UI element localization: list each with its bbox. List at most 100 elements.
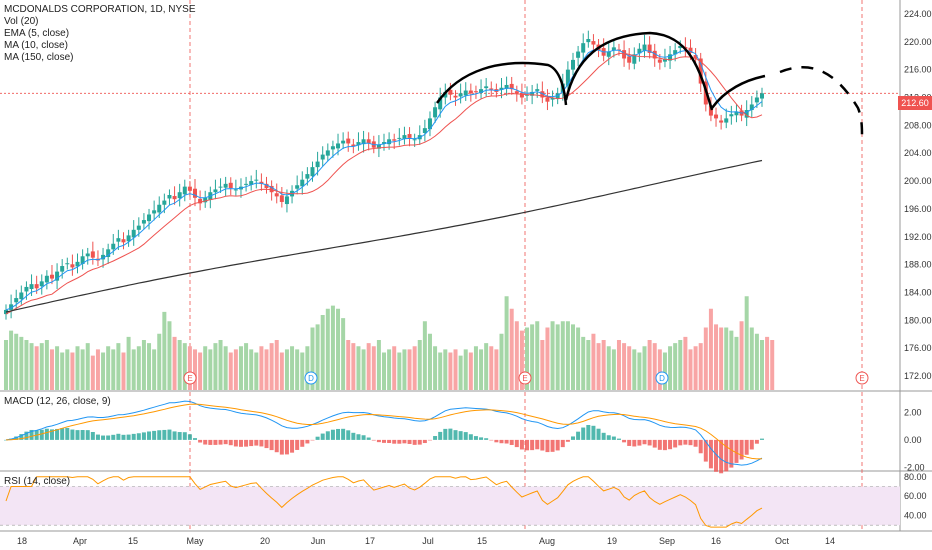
macd-histogram-bar — [591, 425, 596, 440]
macd-histogram-bar — [509, 439, 514, 445]
volume-bar — [637, 352, 642, 390]
macd-histogram-bar — [80, 430, 85, 440]
macd-histogram-bar — [244, 439, 249, 447]
macd-histogram-bar — [19, 434, 24, 440]
candle-body — [218, 186, 223, 188]
volume-bar — [734, 336, 739, 390]
candle-body — [652, 50, 657, 59]
macd-histogram-bar — [494, 439, 499, 443]
macd-histogram-bar — [131, 433, 136, 440]
macd-histogram-bar — [325, 431, 330, 440]
candle-body — [356, 142, 361, 146]
volume-bar — [489, 346, 494, 390]
volume-bar — [765, 336, 770, 390]
macd-histogram-bar — [657, 439, 662, 450]
volume-bar — [295, 349, 300, 390]
candle-body — [213, 189, 218, 193]
volume-bar — [346, 340, 351, 390]
x-tick-label: Oct — [775, 536, 790, 546]
macd-histogram-bar — [172, 431, 177, 440]
volume-bar — [75, 346, 80, 390]
candle-body — [172, 196, 177, 200]
macd-histogram-bar — [540, 439, 545, 451]
candle-body — [422, 128, 427, 134]
candle-body — [760, 93, 764, 99]
volume-bar — [213, 343, 218, 390]
candle-body — [157, 204, 162, 213]
macd-histogram-bar — [126, 434, 131, 440]
volume-bar — [9, 330, 14, 390]
volume-bar — [49, 349, 54, 390]
volume-bar — [65, 349, 70, 390]
volume-bar — [448, 352, 453, 390]
volume-bar — [4, 340, 8, 390]
macd-histogram-bar — [162, 429, 167, 440]
candle-body — [673, 50, 678, 55]
macd-histogram-bar — [427, 439, 432, 441]
candle-body — [407, 134, 412, 138]
macd-histogram-bar — [177, 432, 182, 440]
macd-histogram-bar — [530, 439, 535, 451]
price-tick-label: 184.00 — [904, 288, 932, 298]
candle-body — [249, 181, 254, 185]
volume-bar — [111, 349, 116, 390]
macd-histogram-bar — [233, 439, 238, 447]
candle-body — [259, 181, 264, 184]
macd-histogram-bar — [611, 436, 616, 440]
macd-histogram-bar — [187, 434, 192, 440]
candle-body — [376, 144, 381, 149]
macd-histogram-bar — [412, 439, 417, 445]
price-tick-label: 188.00 — [904, 260, 932, 270]
price-tick-label: 192.00 — [904, 232, 932, 242]
price-tick-label: 204.00 — [904, 148, 932, 158]
candle-body — [571, 59, 575, 70]
rsi-tick-label: 80.00 — [904, 472, 927, 482]
macd-histogram-bar — [576, 431, 581, 440]
volume-bar — [39, 343, 44, 390]
price-tick-label: 180.00 — [904, 315, 932, 325]
volume-bar — [182, 343, 187, 390]
x-tick-label: 16 — [711, 536, 721, 546]
volume-bar — [754, 333, 759, 390]
volume-bar — [657, 349, 662, 390]
volume-bar — [719, 327, 724, 390]
candle-body — [147, 214, 152, 222]
volume-bar — [356, 346, 361, 390]
candle-body — [627, 56, 632, 63]
macd-histogram-bar — [555, 439, 560, 451]
candle-body — [504, 84, 509, 89]
volume-bar — [749, 327, 754, 390]
candle-body — [228, 182, 233, 189]
candle-body — [70, 264, 75, 268]
volume-bar — [770, 340, 775, 390]
macd-histogram-bar — [422, 439, 427, 444]
macd-histogram-bar — [473, 436, 478, 440]
volume-bar — [473, 346, 478, 390]
candle-body — [279, 195, 284, 202]
volume-bar — [458, 355, 463, 390]
macd-histogram-bar — [601, 432, 606, 440]
legend-ema: EMA (5, close) — [4, 28, 70, 39]
x-tick-label: 14 — [825, 536, 835, 546]
macd-histogram-bar — [136, 433, 141, 440]
volume-bar — [652, 343, 657, 390]
candle-body — [622, 50, 627, 59]
event-marker-circle — [304, 371, 318, 385]
candle-body — [177, 192, 182, 199]
candle-body — [698, 58, 703, 84]
macd-histogram-bar — [351, 432, 356, 440]
volume-bar — [729, 330, 734, 390]
volume-bar — [688, 349, 693, 390]
volume-bar — [662, 352, 667, 390]
volume-bar — [632, 349, 637, 390]
rsi-tick-label: 40.00 — [904, 511, 927, 521]
macd-histogram-bar — [545, 439, 550, 453]
volume-bar — [172, 336, 177, 390]
x-tick-label: 15 — [477, 536, 487, 546]
volume-bar — [269, 343, 274, 390]
volume-bar — [417, 340, 422, 390]
macd-histogram-bar — [274, 439, 279, 453]
macd-histogram-bar — [525, 439, 530, 451]
ema-line — [5, 49, 763, 311]
